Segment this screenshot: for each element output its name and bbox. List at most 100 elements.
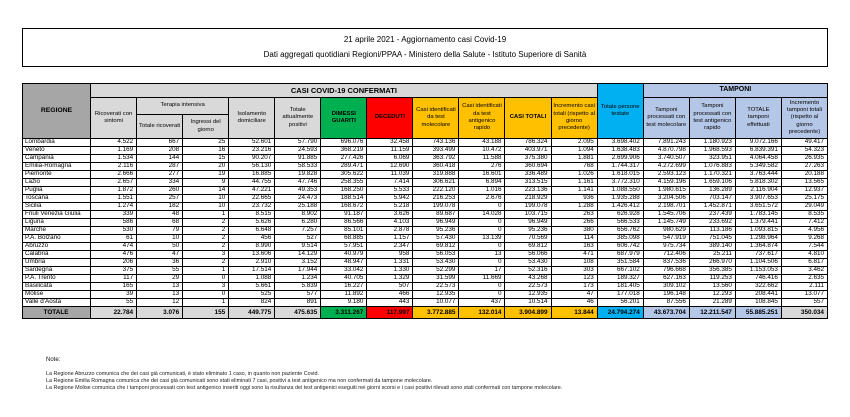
value-cell: 196.148: [642, 290, 690, 299]
value-cell: 69.812: [412, 242, 460, 251]
value-cell: 53.430: [504, 258, 552, 267]
header-tamponi-molecolare: Tamponi processati con test molecolare: [642, 97, 690, 139]
value-cell: 2.699.906: [596, 154, 644, 163]
value-cell: 218.929: [504, 194, 552, 203]
value-cell: 5.818.302: [734, 178, 782, 187]
value-cell: 11.892: [320, 290, 368, 299]
value-cell: 90.207: [228, 154, 276, 163]
value-cell: 5.218: [366, 202, 414, 211]
region-name: Basilicata: [21, 282, 92, 291]
value-cell: 173: [550, 282, 598, 291]
value-cell: 163: [550, 242, 598, 251]
value-cell: 319.888: [412, 170, 460, 179]
table-row: P.A. Bolzano 61 10 2 456 527 68.885 1.157 57.430…: [21, 234, 829, 243]
value-cell: 1.980.615: [642, 186, 690, 195]
value-cell: 233.692: [688, 218, 736, 227]
value-cell: 25.175: [780, 194, 829, 203]
value-cell: 1.659.106: [688, 178, 736, 187]
value-cell: 0: [458, 282, 506, 291]
header-regione: REGIONE: [21, 83, 92, 139]
value-cell: 606.742: [596, 242, 644, 251]
value-cell: 466: [366, 290, 414, 299]
value-cell: 0: [458, 218, 506, 227]
value-cell: 12.293: [688, 290, 736, 299]
value-cell: 19: [182, 170, 230, 179]
value-cell: 13.560: [688, 282, 736, 291]
value-cell: 123: [550, 274, 598, 283]
value-cell: 177.018: [596, 290, 644, 299]
value-cell: 25.211: [688, 250, 736, 259]
region-name: Sicilia: [21, 202, 92, 211]
total-value-cell: 132.014: [458, 306, 506, 319]
value-cell: 2.116: [90, 162, 138, 171]
note-line: La Regione Abruzzo comunica che dei casi…: [46, 371, 319, 377]
value-cell: 20.188: [780, 170, 829, 179]
value-cell: 144: [136, 154, 184, 163]
value-cell: 0: [458, 226, 506, 235]
value-cell: 47.746: [274, 178, 322, 187]
value-cell: 276: [458, 162, 506, 171]
value-cell: 1.298.964: [734, 234, 782, 243]
value-cell: 55: [90, 298, 138, 307]
table-row: Marche 530 79 2 6.648 7.257 85.101 2.878 95.236 0…: [21, 226, 829, 235]
table-row: Campania 1.534 144 15 90.207 91.885 277.426 6.0…: [21, 154, 829, 163]
value-cell: 17.514: [228, 266, 276, 275]
value-cell: 6.894: [458, 178, 506, 187]
value-cell: 2: [182, 226, 230, 235]
value-cell: 189.327: [596, 274, 644, 283]
value-cell: 56.053: [412, 250, 460, 259]
value-cell: 309.102: [642, 282, 690, 291]
value-cell: 10.077: [412, 298, 460, 307]
value-cell: 1.330: [366, 266, 414, 275]
value-cell: 334: [136, 178, 184, 187]
value-cell: 52.316: [504, 266, 552, 275]
value-cell: 237.439: [688, 210, 736, 219]
total-value-cell: 117.997: [366, 306, 414, 319]
value-cell: 25: [182, 138, 230, 147]
value-cell: 8.990: [228, 242, 276, 251]
value-cell: 8.535: [780, 210, 829, 219]
value-cell: 13: [136, 282, 184, 291]
value-cell: 3.763.444: [734, 170, 782, 179]
bulletin-page: 21 aprile 2021 - Aggiornamento casi Covi…: [21, 28, 829, 391]
total-value-cell: 155: [182, 306, 230, 319]
value-cell: 306.621: [412, 178, 460, 187]
value-cell: 958: [366, 250, 414, 259]
report-title-box: 21 aprile 2021 - Aggiornamento casi Covi…: [22, 28, 828, 67]
value-cell: 277.426: [320, 154, 368, 163]
value-cell: 323.951: [688, 154, 736, 163]
value-cell: 53.430: [412, 258, 460, 267]
value-cell: 57.430: [412, 234, 460, 243]
region-name: Calabria: [21, 250, 92, 259]
value-cell: 287: [136, 162, 184, 171]
value-cell: 11.039: [366, 170, 414, 179]
value-cell: 547.919: [642, 234, 690, 243]
value-cell: 6.280: [274, 218, 322, 227]
total-value-cell: 3.076: [136, 306, 184, 319]
value-cell: 667.102: [596, 266, 644, 275]
value-cell: 1.094: [550, 146, 598, 155]
table-row: Veneto 1.169 208 16 23.216 24.593 368.219 11.15…: [21, 146, 829, 155]
value-cell: 1.026: [550, 170, 598, 179]
value-cell: 47.221: [228, 186, 276, 195]
value-cell: 13.565: [780, 178, 829, 187]
value-cell: 7.414: [366, 178, 414, 187]
table-row: Emilia-Romagna 2.116 287 20 56.130 58.533 289.…: [21, 162, 829, 171]
value-cell: 2.111: [780, 282, 829, 291]
value-cell: 168.672: [320, 202, 368, 211]
total-value-cell: 475.635: [274, 306, 322, 319]
value-cell: 403.971: [504, 146, 552, 155]
value-cell: 751.045: [688, 234, 736, 243]
value-cell: 336.489: [504, 170, 552, 179]
value-cell: 13.606: [228, 250, 276, 259]
value-cell: 24.473: [274, 194, 322, 203]
value-cell: 2: [182, 218, 230, 227]
value-cell: 1.076.883: [688, 162, 736, 171]
value-cell: 114: [550, 234, 598, 243]
table-body: Lombardia 4.522 667 25 52.601 57.790 696.076 32…: [21, 138, 829, 307]
value-cell: 61: [90, 234, 138, 243]
region-name: P.A. Bolzano: [21, 234, 92, 243]
value-cell: 70.569: [504, 234, 552, 243]
region-name: Liguria: [21, 218, 92, 227]
value-cell: 375.380: [504, 154, 552, 163]
